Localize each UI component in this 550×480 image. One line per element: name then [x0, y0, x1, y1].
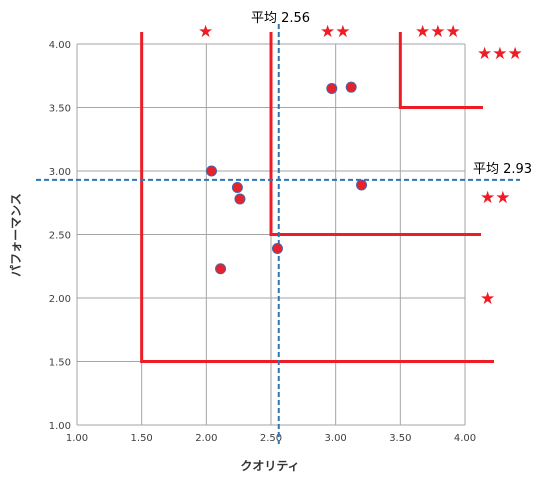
star-label-top-2: ★★: [320, 22, 350, 42]
y-tick-label: 1.00: [49, 421, 71, 432]
rating-boundaries: [140, 32, 494, 363]
y-tick-label: 4.00: [49, 40, 71, 51]
data-points: [206, 81, 368, 275]
y-tick-label: 3.50: [49, 104, 71, 115]
scatter-point: [326, 82, 338, 94]
star-label-right-2: ★★: [480, 188, 510, 208]
x-tick-label: 2.00: [195, 433, 217, 444]
y-tick-label: 2.00: [49, 294, 71, 305]
star-label-top-1: ★: [198, 22, 213, 42]
average-lines: [36, 24, 520, 444]
rating-boundary-line: [140, 32, 494, 363]
x-tick-label: 1.00: [66, 433, 88, 444]
scatter-point: [215, 263, 227, 275]
y-tick-label: 2.50: [49, 231, 71, 242]
x-axis-title: クオリティ: [240, 459, 299, 473]
x-tick-label: 1.50: [131, 433, 153, 444]
y-axis-ticks: 1.00 1.50 2.00 2.50 3.00 3.50 4.00: [49, 40, 71, 432]
y-tick-label: 3.00: [49, 167, 71, 178]
x-tick-label: 2.50: [260, 433, 282, 444]
x-tick-label: 3.00: [325, 433, 347, 444]
star-label-top-3: ★★★: [415, 22, 461, 42]
scatter-point: [356, 179, 368, 191]
scatter-point: [271, 242, 283, 254]
scatter-point: [206, 165, 218, 177]
scatter-point: [231, 182, 243, 194]
x-tick-label: 3.50: [389, 433, 411, 444]
scatter-point: [234, 193, 246, 205]
scatter-point: [345, 81, 357, 93]
y-average-label: 平均 2.93: [473, 162, 532, 177]
x-axis-ticks: 1.00 1.50 2.00 2.50 3.00 3.50 4.00: [66, 433, 476, 444]
y-tick-label: 1.50: [49, 358, 71, 369]
rating-boundary-line: [269, 32, 481, 236]
x-tick-label: 4.00: [454, 433, 476, 444]
x-average-label: 平均 2.56: [251, 11, 310, 26]
rating-boundary-line: [398, 32, 483, 109]
star-label-right-1: ★: [480, 289, 495, 309]
y-axis-title: パフォーマンス: [9, 193, 23, 277]
star-label-right-3: ★★★: [477, 44, 523, 64]
